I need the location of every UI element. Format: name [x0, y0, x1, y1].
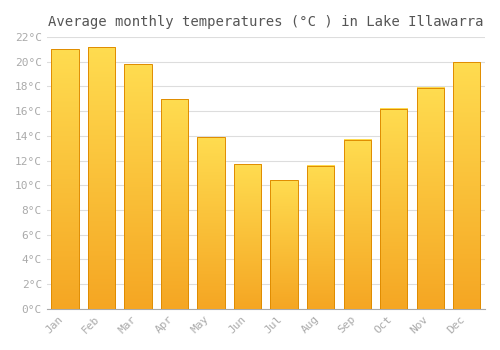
Bar: [416, 88, 444, 309]
Title: Average monthly temperatures (°C ) in Lake Illawarra: Average monthly temperatures (°C ) in La…: [48, 15, 484, 29]
Bar: [344, 140, 371, 309]
Bar: [307, 166, 334, 309]
Bar: [380, 109, 407, 309]
Bar: [88, 47, 116, 309]
Bar: [161, 99, 188, 309]
Bar: [52, 49, 79, 309]
Bar: [124, 64, 152, 309]
Bar: [453, 62, 480, 309]
Bar: [198, 137, 225, 309]
Bar: [270, 180, 298, 309]
Bar: [234, 164, 262, 309]
